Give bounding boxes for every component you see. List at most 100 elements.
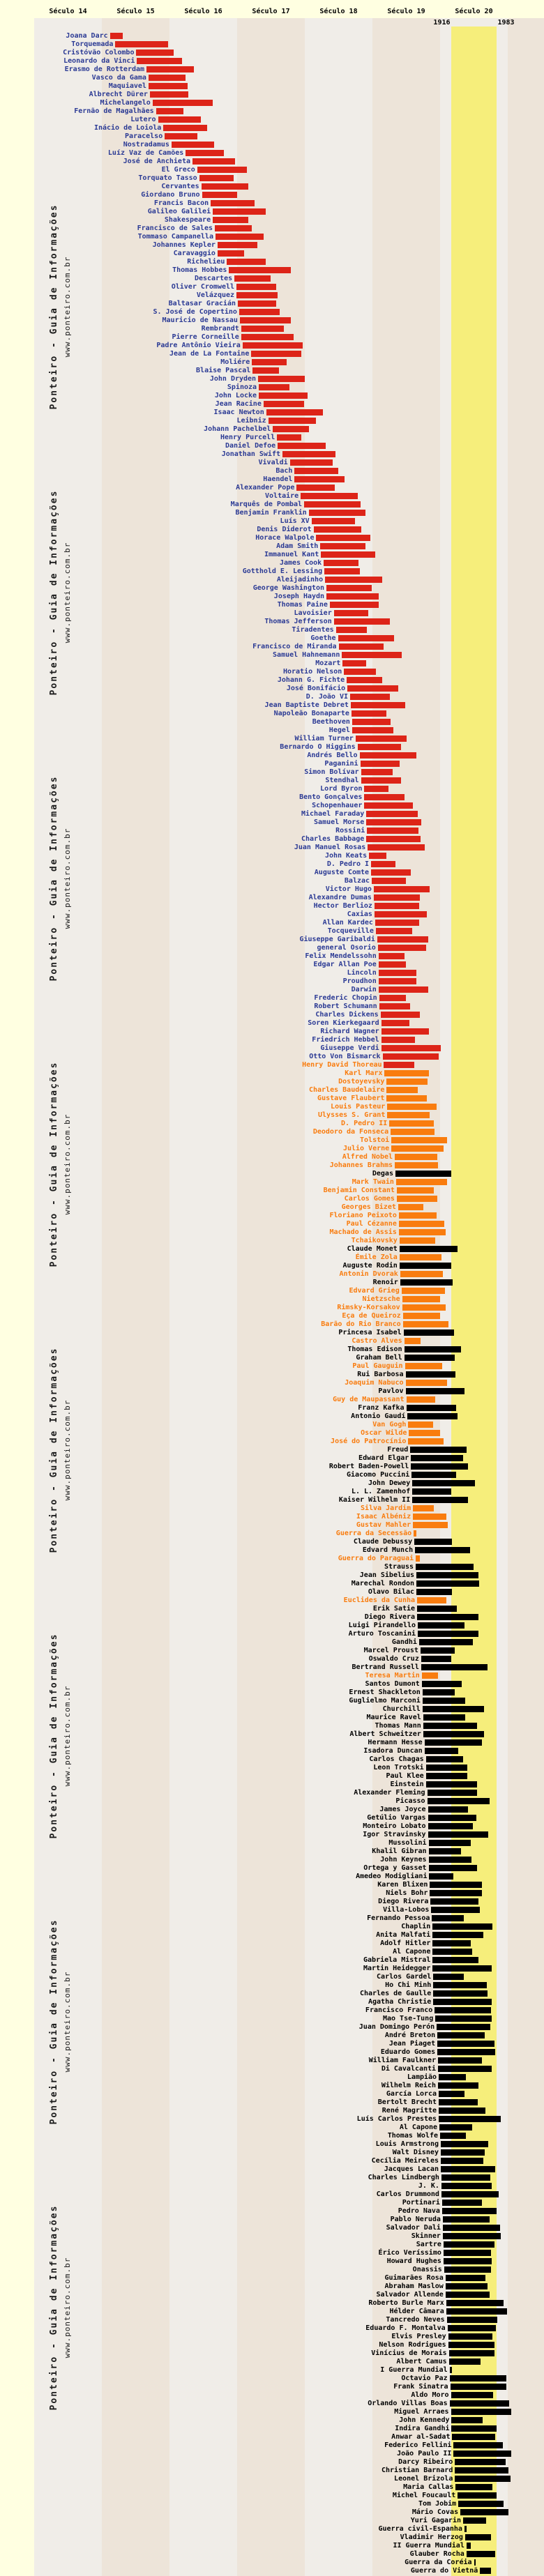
lifespan-bar [217, 250, 244, 257]
lifespan-bar [242, 342, 303, 349]
person-name-label: João Paulo II [397, 2450, 452, 2457]
person-name-label: Federico Fellini [384, 2441, 452, 2449]
lifespan-bar [412, 1497, 468, 1503]
timeline-row: Strauss [0, 1563, 544, 1572]
watermark-url: www.ponteiro.com.br [63, 256, 72, 358]
timeline-row: Floriano Peixoto [0, 1212, 544, 1221]
timeline-row: Carlos Chagas [0, 1755, 544, 1765]
timeline-row: Rui Barbosa [0, 1371, 544, 1380]
timeline-row: Thomas Edison [0, 1346, 544, 1355]
person-name-label: Ortega y Gasset [363, 1864, 427, 1872]
person-name-label: Bertolt Brecht [377, 2098, 437, 2106]
person-name-label: Gabriela Mistral [363, 1956, 431, 1964]
timeline-row: Pavlov [0, 1387, 544, 1396]
lifespan-bar [425, 1781, 478, 1788]
person-name-label: Vladimir Herzog [400, 2533, 463, 2541]
lifespan-bar [364, 794, 405, 800]
person-name-label: Igor Stravinsky [363, 1831, 426, 1838]
timeline-row: Al Capone [0, 1948, 544, 1957]
person-name-label: El Greco [161, 166, 195, 174]
timeline-row: Georges Bizet [0, 1203, 544, 1212]
timeline-row: Elvis Presley [0, 2333, 544, 2342]
timeline-row: Cervantes [0, 183, 544, 192]
person-name-label: Isaac Albéniz [356, 1513, 411, 1521]
timeline-row: John Kennedy [0, 2416, 544, 2425]
person-name-label: John Keynes [380, 1856, 427, 1864]
lifespan-bar [428, 1865, 478, 1871]
person-name-label: Getúlio Vargas [367, 1814, 426, 1822]
century-axis-label: Século 18 [319, 8, 358, 15]
timeline-row: Fernão de Magalhães [0, 107, 544, 116]
timeline-row: Darwin [0, 986, 544, 995]
person-name-label: Albert Schweitzer [349, 1730, 421, 1738]
lifespan-bar [373, 894, 420, 901]
person-name-label: James Cook [279, 559, 322, 567]
person-name-label: Torquemada [71, 40, 114, 48]
person-name-label: Jonathan Swift [221, 450, 280, 458]
lifespan-bar [395, 1179, 447, 1185]
lifespan-bar [445, 2283, 488, 2289]
person-name-label: José de Anchieta [123, 158, 190, 165]
timeline-row: José de Anchieta [0, 158, 544, 167]
lifespan-bar [413, 1522, 448, 1528]
lifespan-bar [396, 1196, 438, 1202]
timeline-row: Carlos Gomes [0, 1195, 544, 1204]
person-name-label: Glauber Rocha [409, 2550, 464, 2558]
lifespan-bar [186, 150, 224, 156]
lifespan-bar [364, 786, 389, 792]
timeline-row: Johann G. Fichte [0, 676, 544, 685]
lifespan-bar [391, 1129, 435, 1135]
person-name-label: Friedrich Hebbel [312, 1036, 379, 1044]
lifespan-bar [294, 468, 339, 474]
timeline-row: Tommaso Campanella [0, 233, 544, 242]
person-name-label: Edgar Allan Poe [313, 961, 377, 968]
person-name-label: George Washington [252, 584, 325, 592]
person-name-label: Al Capone [393, 1948, 431, 1956]
lifespan-bar [406, 1405, 457, 1411]
person-name-label: Tolstoi [360, 1136, 390, 1144]
lifespan-bar [466, 2551, 495, 2557]
lifespan-bar [437, 2032, 485, 2038]
lifespan-bar [361, 769, 393, 775]
timeline-row: Descartes [0, 275, 544, 284]
timeline-row: Al Capone [0, 2124, 544, 2133]
person-name-label: Louis Pasteur [331, 1103, 386, 1111]
person-name-label: Charles Dickens [315, 1011, 379, 1019]
person-name-label: Richelieu [187, 258, 225, 266]
timeline-row: Wilhelm Reich [0, 2082, 544, 2091]
timeline-row: Paul Cézanne [0, 1220, 544, 1229]
person-name-label: Descartes [194, 275, 233, 282]
person-name-label: Charles de Gaulle [359, 1990, 432, 1997]
lifespan-bar [236, 284, 277, 290]
timeline-row: Voltaire [0, 492, 544, 501]
person-name-label: Soren Kierkegaard [308, 1019, 379, 1027]
lifespan-bar [411, 1472, 457, 1478]
timeline-row: Guerra da Coréia [0, 2559, 544, 2568]
timeline-row: José do Patrocínio [0, 1438, 544, 1447]
watermark-title: Ponteiro - Guia de Informações [49, 1633, 59, 1839]
timeline-row: Lampião [0, 2073, 544, 2082]
lifespan-bar [408, 1438, 444, 1445]
person-name-label: Galileo Galilei [147, 208, 211, 215]
timeline-row: Johannes Brahms [0, 1161, 544, 1171]
person-name-label: Benjamin Franklin [235, 509, 307, 517]
timeline-row: Edward Elgar [0, 1454, 544, 1463]
watermark-block: Ponteiro - Guia de Informações www.pontei… [47, 488, 79, 697]
timeline-row: Mao Tse-Tung [0, 2015, 544, 2024]
person-name-label: Luíz Vaz de Camões [107, 149, 184, 157]
person-name-label: Howard Hughes [386, 2257, 441, 2265]
timeline-row: Teresa Martin [0, 1672, 544, 1681]
lifespan-bar [430, 1890, 483, 1896]
lifespan-bar [416, 1580, 480, 1587]
timeline-row: Victor Hugo [0, 885, 544, 894]
person-name-label: Francisco de Miranda [252, 643, 337, 650]
timeline-row: Tolstoi [0, 1136, 544, 1145]
timeline-row: Juan Domingo Perón [0, 2023, 544, 2032]
timeline-row: Alexander Fleming [0, 1789, 544, 1798]
timeline-row: Lord Byron [0, 785, 544, 794]
timeline-row: Isadora Duncan [0, 1747, 544, 1756]
timeline-row: Deodoro da Fonseca [0, 1128, 544, 1137]
lifespan-bar [449, 2400, 509, 2407]
person-name-label: Guerra do Vietnã [410, 2567, 478, 2575]
lifespan-bar [416, 1555, 420, 1562]
